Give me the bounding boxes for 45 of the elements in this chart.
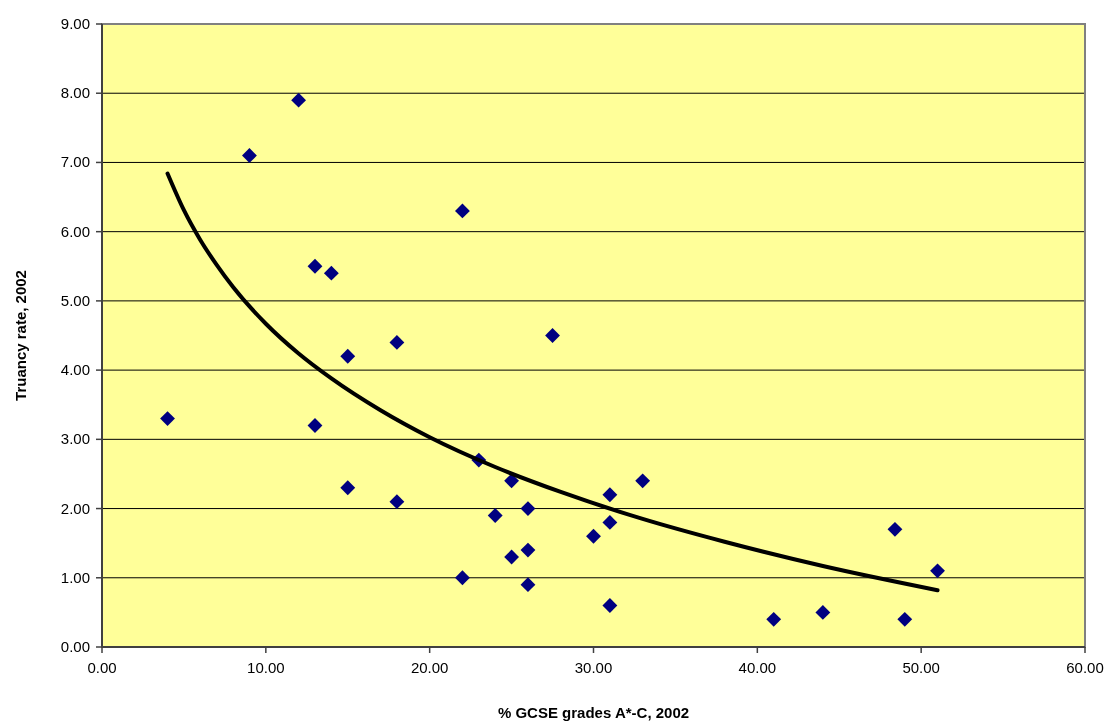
y-tick-label: 3.00 bbox=[60, 430, 90, 448]
point bbox=[520, 542, 536, 558]
point bbox=[323, 265, 339, 281]
y-axis-title: Truancy rate, 2002 bbox=[12, 270, 29, 401]
point bbox=[602, 598, 618, 613]
x-tick-label: 30.00 bbox=[574, 659, 613, 676]
point bbox=[242, 148, 257, 163]
point bbox=[545, 328, 560, 343]
point bbox=[766, 611, 782, 627]
point bbox=[815, 604, 831, 620]
x-tick-label: 0.00 bbox=[87, 659, 117, 676]
x-tick-label: 20.00 bbox=[410, 659, 449, 676]
point bbox=[389, 335, 405, 350]
y-tick-label: 8.00 bbox=[60, 84, 90, 102]
point bbox=[455, 203, 470, 219]
point bbox=[340, 348, 356, 364]
point bbox=[455, 570, 470, 586]
point bbox=[635, 473, 651, 489]
x-tick-label: 10.00 bbox=[247, 659, 285, 676]
y-tick-label: 4.00 bbox=[60, 361, 90, 379]
point bbox=[307, 258, 323, 274]
y-tick-label: 2.00 bbox=[60, 499, 90, 517]
point bbox=[887, 521, 903, 537]
point bbox=[586, 528, 601, 544]
y-tick-label: 0.00 bbox=[60, 638, 90, 655]
point bbox=[291, 92, 307, 108]
y-tick-label: 6.00 bbox=[60, 222, 90, 240]
y-tick-label: 9.00 bbox=[60, 15, 90, 32]
point bbox=[602, 514, 618, 530]
y-tick-label: 5.00 bbox=[60, 291, 90, 309]
point bbox=[389, 494, 405, 510]
x-tick-label: 40.00 bbox=[738, 659, 777, 676]
y-tick-label: 1.00 bbox=[60, 568, 90, 586]
point bbox=[602, 487, 618, 503]
y-tick-label: 7.00 bbox=[60, 153, 90, 171]
point bbox=[160, 411, 175, 426]
point bbox=[487, 508, 503, 523]
point bbox=[897, 611, 913, 627]
x-axis-title: % GCSE grades A*-C, 2002 bbox=[497, 704, 690, 721]
point bbox=[340, 480, 356, 496]
x-tick-label: 50.00 bbox=[902, 659, 940, 676]
point bbox=[520, 501, 536, 516]
point bbox=[930, 563, 945, 579]
point bbox=[520, 577, 536, 593]
x-tick-label: 60.00 bbox=[1066, 659, 1104, 676]
